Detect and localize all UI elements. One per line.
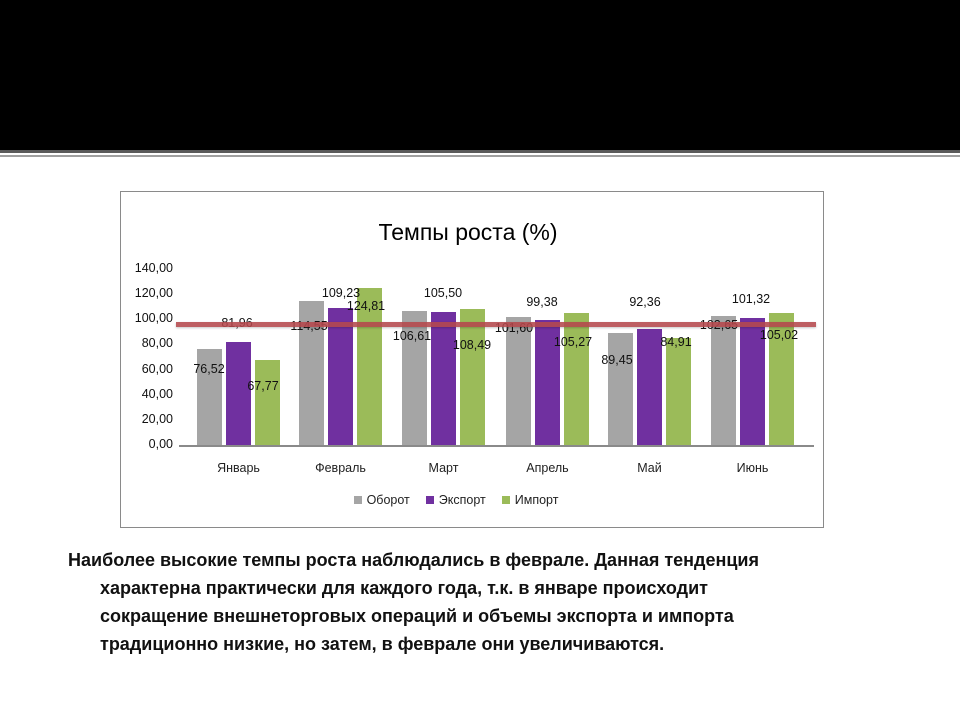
data-label: 101,32 xyxy=(731,292,771,306)
bar-оборот xyxy=(711,315,736,445)
x-category-label: Май xyxy=(637,461,662,475)
data-label: 84,91 xyxy=(660,335,692,349)
legend-item-импорт: Импорт xyxy=(501,493,559,507)
bar-экспорт xyxy=(226,341,251,445)
legend-label: Импорт xyxy=(514,493,559,507)
chart-title: Темпы роста (%) xyxy=(378,219,558,245)
bar-импорт xyxy=(769,312,794,445)
x-category-label: Январь xyxy=(217,461,260,475)
bar-оборот xyxy=(402,310,427,445)
legend-item-оборот: Оборот xyxy=(353,493,410,507)
data-label: 92,36 xyxy=(629,295,661,309)
header-divider-thin xyxy=(0,155,960,157)
bar-импорт xyxy=(357,288,382,445)
data-label: 106,61 xyxy=(392,329,432,343)
bar-оборот xyxy=(197,348,222,445)
x-category-label: Апрель xyxy=(526,461,569,475)
y-tick-label: 40,00 xyxy=(141,386,173,401)
slide-header-band xyxy=(0,0,960,150)
x-category-label: Июнь xyxy=(736,461,769,475)
legend-swatch-icon xyxy=(425,496,434,504)
bar-экспорт xyxy=(431,312,456,445)
bar-оборот xyxy=(608,332,633,445)
data-label: 108,49 xyxy=(452,338,492,352)
legend-swatch-icon xyxy=(501,496,510,504)
y-axis: 140,00 120,00 100,00 80,00 60,00 40,00 20,00 0,… xyxy=(121,192,173,527)
y-tick-label: 60,00 xyxy=(141,361,173,376)
data-label: 105,27 xyxy=(553,335,593,349)
bar-импорт xyxy=(460,308,485,445)
y-tick-label: 80,00 xyxy=(141,336,173,351)
data-label: 89,45 xyxy=(601,353,633,367)
caption-line: характерна практически для каждого года,… xyxy=(100,578,708,598)
slide-caption: Наиболее высокие темпы роста наблюдались… xyxy=(68,546,908,658)
caption-line: Наиболее высокие темпы роста наблюдались… xyxy=(68,550,759,570)
x-category-label: Март xyxy=(428,461,459,475)
bar-оборот xyxy=(506,317,531,445)
data-label: 99,38 xyxy=(526,295,558,309)
data-label: 67,77 xyxy=(247,379,279,393)
legend-item-экспорт: Экспорт xyxy=(425,493,486,507)
x-axis-line xyxy=(179,445,814,447)
data-label: 124,81 xyxy=(346,299,386,313)
reference-line-100 xyxy=(176,322,816,328)
header-divider xyxy=(0,150,960,153)
caption-line: сокращение внешнеторговых операций и объ… xyxy=(100,606,734,626)
bar-импорт xyxy=(564,312,589,445)
data-label: 105,02 xyxy=(759,328,799,342)
data-label: 109,23 xyxy=(321,286,361,300)
bar-экспорт xyxy=(637,328,662,445)
data-label: 105,50 xyxy=(423,286,463,300)
y-tick-label: 20,00 xyxy=(141,411,173,426)
data-label: 76,52 xyxy=(193,362,225,376)
bar-импорт xyxy=(255,359,280,445)
bar-экспорт xyxy=(740,317,765,445)
y-tick-label: 120,00 xyxy=(134,286,173,301)
y-tick-label: 100,00 xyxy=(134,311,173,326)
y-tick-label: 140,00 xyxy=(134,261,173,275)
bar-импорт xyxy=(666,338,691,445)
chart-legend: Оборот Экспорт Импорт xyxy=(105,493,807,507)
legend-label: Экспорт xyxy=(438,493,486,507)
legend-label: Оборот xyxy=(366,493,410,507)
chart-frame: Темпы роста (%) 140,00 120,00 100,00 80,00 6… xyxy=(120,191,824,528)
legend-swatch-icon xyxy=(353,496,362,504)
bar-экспорт xyxy=(535,320,560,445)
x-category-label: Февраль xyxy=(315,461,366,475)
bar-экспорт xyxy=(328,307,353,445)
y-tick-label: 0,00 xyxy=(148,437,173,451)
caption-line: традиционно низкие, но затем, в феврале … xyxy=(100,634,665,654)
